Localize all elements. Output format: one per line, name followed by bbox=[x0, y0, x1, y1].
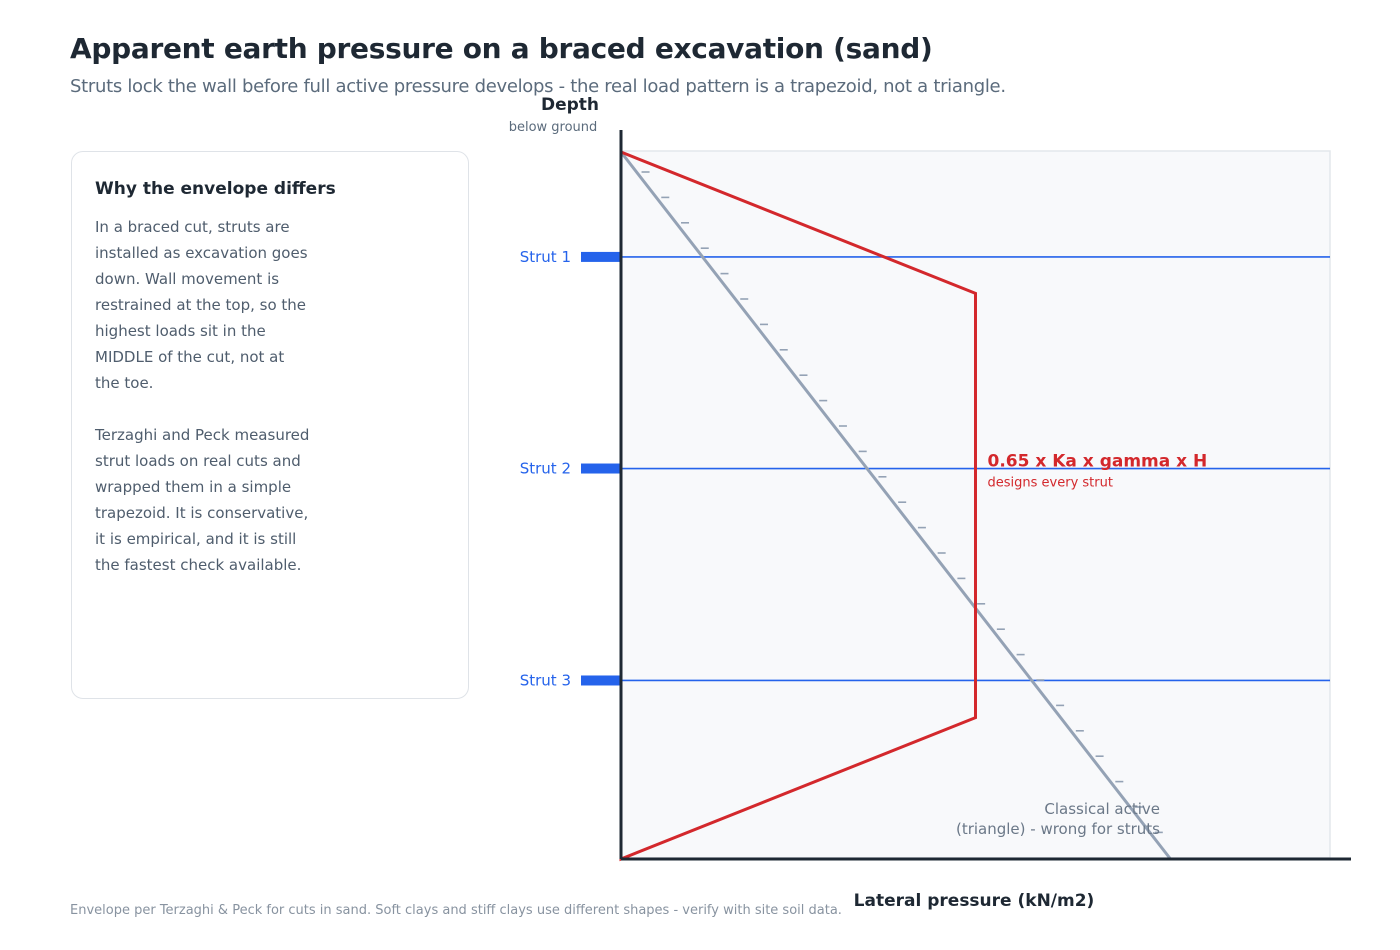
classical-active-triangle-line bbox=[619, 151, 1172, 860]
pressure-axis-label: Lateral pressure (kN/m2) bbox=[854, 891, 1095, 911]
strut-label: Strut 2 bbox=[520, 460, 571, 478]
info-card-paragraph-1: In a braced cut, struts are installed as… bbox=[95, 218, 308, 392]
classical-active-label-line-1: Classical active bbox=[1044, 800, 1160, 818]
depth-axis-sublabel: below ground bbox=[509, 120, 598, 135]
depth-axis-label: Depth bbox=[541, 95, 599, 115]
envelope-sublabel: designs every strut bbox=[988, 476, 1113, 491]
strut-marker bbox=[581, 675, 621, 686]
strut-marker bbox=[581, 463, 621, 474]
strut-1: Strut 1 bbox=[520, 248, 1330, 266]
strut-marker bbox=[581, 251, 621, 262]
strut-label: Strut 3 bbox=[520, 671, 571, 689]
footer-note: Envelope per Terzaghi & Peck for cuts in… bbox=[70, 903, 842, 918]
info-card-heading: Why the envelope differs bbox=[95, 179, 336, 199]
classical-active-label-line-2: (triangle) - wrong for struts bbox=[956, 820, 1160, 838]
strut-label: Strut 1 bbox=[520, 248, 571, 266]
info-card-paragraph-2: Terzaghi and Peck measured strut loads o… bbox=[95, 426, 310, 574]
info-card: Why the envelope differs In a braced cut… bbox=[71, 151, 469, 699]
page-title: Apparent earth pressure on a braced exca… bbox=[70, 32, 933, 65]
envelope-label: 0.65 x Ka x gamma x H bbox=[988, 452, 1208, 472]
triangle-hatching bbox=[641, 171, 1163, 834]
page-subtitle: Struts lock the wall before full active … bbox=[70, 76, 1006, 97]
